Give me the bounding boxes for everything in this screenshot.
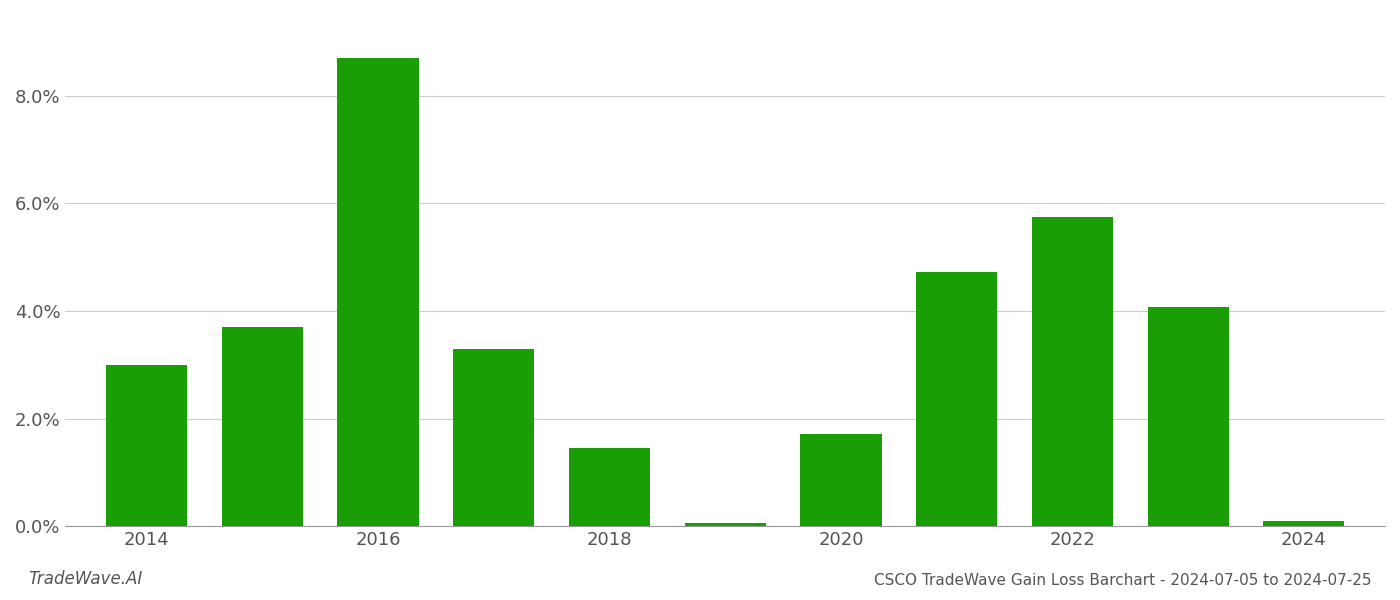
Bar [685, 523, 766, 526]
Bar [801, 434, 882, 526]
Text: TradeWave.AI: TradeWave.AI [28, 570, 143, 588]
Bar [454, 349, 535, 526]
Bar [1032, 217, 1113, 526]
Bar [568, 448, 650, 526]
Bar [916, 272, 997, 526]
Bar [337, 58, 419, 526]
Text: CSCO TradeWave Gain Loss Barchart - 2024-07-05 to 2024-07-25: CSCO TradeWave Gain Loss Barchart - 2024… [875, 573, 1372, 588]
Bar [1148, 307, 1229, 526]
Bar [106, 365, 188, 526]
Bar [1263, 521, 1344, 526]
Bar [221, 327, 302, 526]
